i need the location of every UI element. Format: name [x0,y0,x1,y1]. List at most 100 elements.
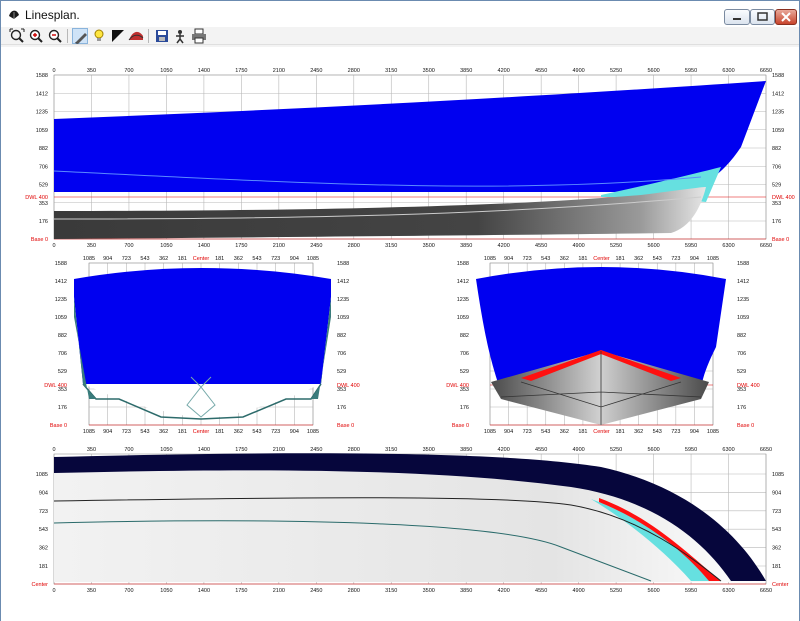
profile-sheer-line [53,170,702,187]
x-tick-label-bottom: 6300 [722,243,734,249]
y-tick-label-right: 176 [337,405,346,411]
x-tick-label-bottom: 3150 [385,588,397,594]
x-tick-label-top: 5950 [685,68,697,74]
x-tick-label-top: 904 [103,256,112,262]
dwl-label-right: DWL 400 [737,383,760,389]
x-tick-label-bottom: 723 [671,429,680,435]
y-tick-label-left: 176 [39,219,48,225]
base-label-right: Base 0 [737,423,754,429]
close-button[interactable] [775,9,797,25]
x-tick-label-bottom: 3500 [423,588,435,594]
curvature-button[interactable] [128,28,144,44]
x-tick-label-top: 3150 [385,68,397,74]
x-tick-label-bottom: 5250 [610,588,622,594]
x-tick-label-bottom: 2100 [273,243,285,249]
maximize-button[interactable] [750,9,775,25]
close-icon [781,12,791,22]
lightbulb-button[interactable] [91,28,107,44]
profile-chine-line [53,196,702,220]
x-tick-label-bottom: 181 [215,429,224,435]
y-tick-label-right: 181 [772,564,781,570]
x-tick-label-top: 904 [690,256,699,262]
x-tick-label-top: 904 [290,256,299,262]
x-tick-label-top: 362 [634,256,643,262]
x-tick-label-top: 723 [671,256,680,262]
x-tick-label-top: 2100 [273,447,285,453]
x-tick-label-top: 3500 [423,447,435,453]
x-tick-label-bottom: 3850 [460,243,472,249]
y-tick-label-right: 904 [772,490,781,496]
y-tick-label-left: 1235 [457,297,469,303]
x-tick-label-top: 2450 [310,68,322,74]
x-tick-label-bottom: 904 [690,429,699,435]
print-button[interactable] [191,28,207,44]
x-tick-label-bottom: 5250 [610,243,622,249]
zoom-in-button[interactable] [28,28,44,44]
minimize-button[interactable] [724,9,750,25]
base-label-right: Base 0 [337,423,354,429]
window-title: Linesplan. [25,8,80,22]
y-tick-label-right: 706 [737,351,746,357]
x-tick-label-top: 181 [215,256,224,262]
y-tick-label-right: 1235 [337,297,349,303]
print-setup-icon [176,30,184,44]
y-tick-label-right: 1059 [737,315,749,321]
x-tick-label-top: Center [193,256,210,262]
y-tick-label-left: 1235 [55,297,67,303]
dwl-label-left: DWL 400 [446,383,469,389]
x-tick-label-bottom: 4900 [573,243,585,249]
pencil-button[interactable] [72,28,88,44]
plan-chine-line [53,497,722,582]
y-tick-label-right: 1412 [772,91,784,97]
x-tick-label-bottom: 181 [578,429,587,435]
x-tick-label-top: 700 [124,447,133,453]
y-tick-label-right: 1588 [772,73,784,79]
print-icon [192,28,206,44]
x-tick-label-bottom: 1085 [484,429,496,435]
x-tick-label-top: 1085 [83,256,95,262]
shading-icon [112,30,124,42]
shading-button[interactable] [110,28,126,44]
x-tick-label-bottom: 1400 [198,588,210,594]
profile-keel [54,187,706,239]
x-tick-label-bottom: 4200 [498,243,510,249]
y-tick-label-left: 706 [58,351,67,357]
zoom-out-button[interactable] [47,28,63,44]
y-tick-label-left: 353 [460,387,469,393]
y-tick-label-left: 723 [39,509,48,515]
y-tick-label-right: 362 [772,546,781,552]
x-tick-label-bottom: 5600 [647,243,659,249]
y-tick-label-right: 1059 [337,315,349,321]
x-tick-label-top: 181 [178,256,187,262]
x-tick-label-bottom: 1085 [307,429,319,435]
x-tick-label-bottom: 0 [52,588,55,594]
x-tick-label-bottom: 2800 [348,243,360,249]
x-tick-label-bottom: 1400 [198,243,210,249]
x-tick-label-bottom: Center [193,429,210,435]
y-tick-label-left: 353 [39,201,48,207]
linesplan-drawing: 0 0 350 350 700 700 1050 1050 1400 1400 1750 1750 21… [25,68,794,594]
x-tick-label-bottom: 1085 [83,429,95,435]
x-tick-label-bottom: 1750 [235,243,247,249]
x-tick-label-bottom: 700 [124,588,133,594]
x-tick-label-bottom: 2100 [273,588,285,594]
save-image-button[interactable] [154,28,170,44]
y-tick-label-right: 1588 [337,261,349,267]
x-tick-label-bottom: 1085 [707,429,719,435]
print-setup-button[interactable] [172,28,188,44]
x-tick-label-top: 2800 [348,447,360,453]
x-tick-label-bottom: 2450 [310,588,322,594]
x-tick-label-top: 4550 [535,447,547,453]
x-tick-label-top: 6650 [760,68,772,74]
drawing-canvas[interactable]: 0 0 350 350 700 700 1050 1050 1400 1400 1750 1750 21… [1,47,799,621]
x-tick-label-top: Center [593,256,610,262]
x-tick-label-top: 6300 [722,68,734,74]
x-tick-label-bottom: 5950 [685,588,697,594]
y-tick-label-right: 176 [737,405,746,411]
zoom-extents-button[interactable] [9,28,25,44]
toolbar-separator [67,29,68,43]
y-tick-label-right: 529 [772,183,781,189]
x-tick-label-top: 350 [87,68,96,74]
x-tick-label-bottom: 904 [504,429,513,435]
aft-underwater-shell [83,384,321,419]
